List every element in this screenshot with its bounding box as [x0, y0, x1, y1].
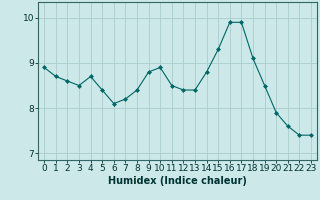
X-axis label: Humidex (Indice chaleur): Humidex (Indice chaleur) — [108, 176, 247, 186]
